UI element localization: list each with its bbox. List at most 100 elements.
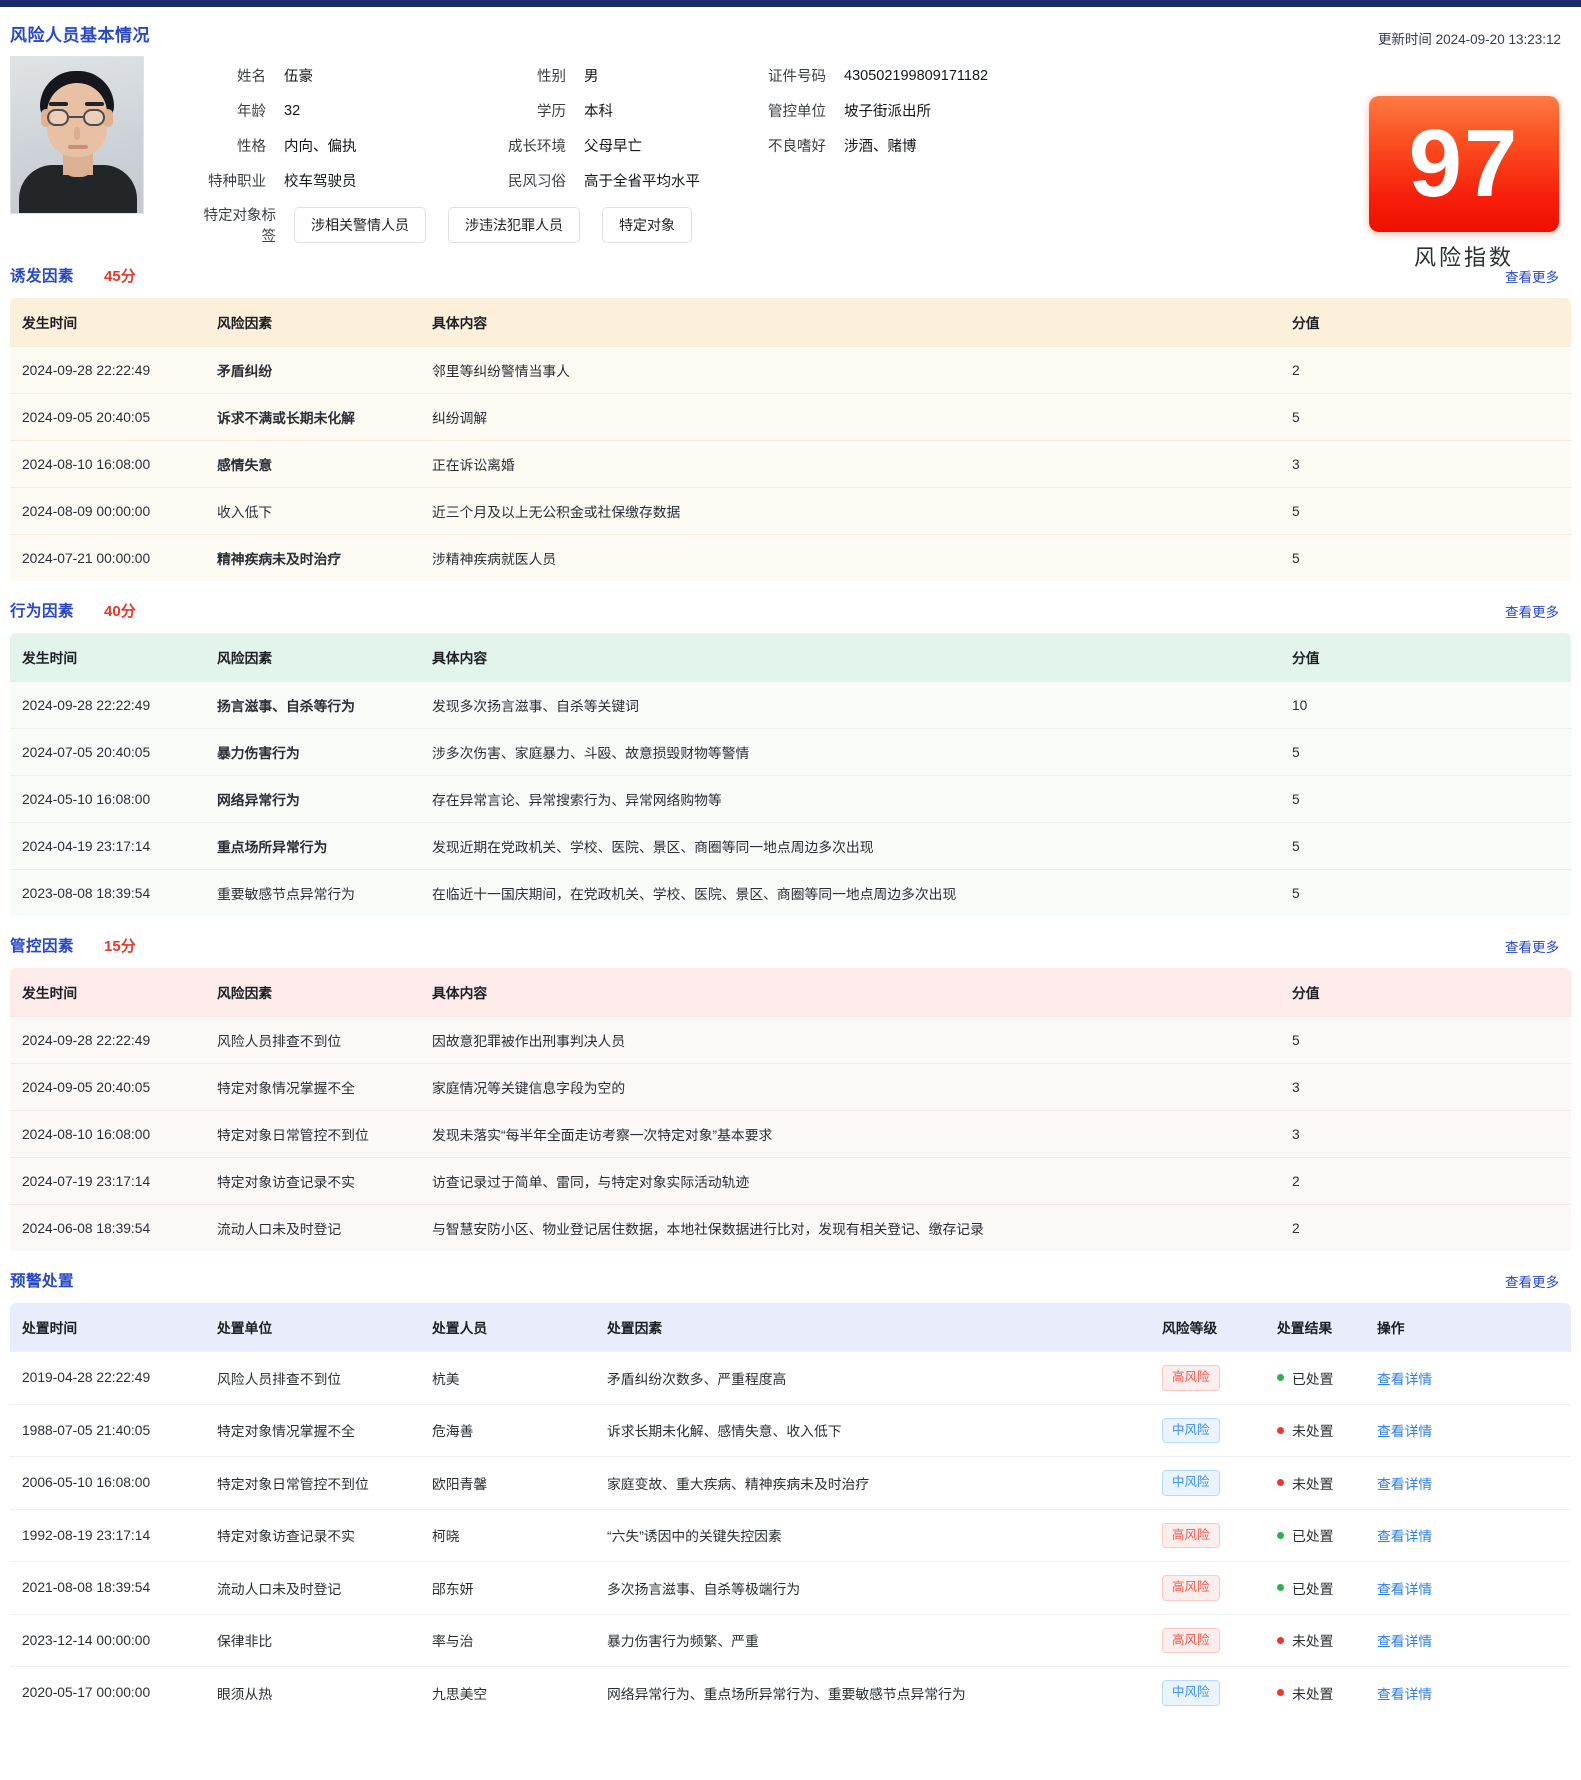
result-text: 已处置 [1292, 1371, 1334, 1387]
cell-time: 2021-08-08 18:39:54 [10, 1561, 205, 1614]
cell-content: 访查记录过于简单、雷同，与特定对象实际活动轨迹 [420, 1157, 1280, 1205]
cell-time: 2024-05-10 16:08:00 [10, 775, 205, 823]
table-header-row: 发生时间 风险因素 具体内容 分值 [10, 633, 1571, 682]
cell-score: 5 [1280, 1016, 1571, 1064]
profile-field: 性格 内向、偏执 [182, 128, 482, 163]
cell-time: 1992-08-19 23:17:14 [10, 1508, 205, 1562]
cell-person: 九思美空 [420, 1666, 595, 1719]
cell-factor: 特定对象日常管控不到位 [205, 1110, 420, 1158]
field-value: 父母早亡 [584, 139, 642, 155]
field-label: 民风习俗 [508, 174, 566, 190]
section-name: 预警处置 [10, 1273, 75, 1290]
view-detail-link[interactable]: 查看详情 [1377, 1634, 1433, 1650]
field-value: 男 [584, 69, 599, 85]
cell-time: 2019-04-28 22:22:49 [10, 1351, 205, 1404]
view-more-link[interactable]: 查看更多 [1505, 605, 1559, 620]
field-value: 32 [284, 102, 301, 119]
status-badge: 中风险 [1162, 1680, 1220, 1706]
col-action: 操作 [1365, 1303, 1571, 1352]
cell-result: 未处置 [1265, 1666, 1365, 1719]
cell-content: 正在诉讼离婚 [420, 440, 1280, 488]
profile-field: 特种职业 校车驾驶员 [182, 163, 482, 198]
cell-factor: 感情失意 [205, 440, 420, 488]
field-value: 坡子街派出所 [844, 104, 931, 120]
view-more-link[interactable]: 查看更多 [1505, 940, 1559, 955]
table-row: 2019-04-28 22:22:49 风险人员排查不到位 杭美 矛盾纠纷次数多… [10, 1351, 1571, 1404]
table-row: 2024-06-08 18:39:54 流动人口未及时登记 与智慧安防小区、物业… [10, 1204, 1571, 1251]
behavior-factors-table: 发生时间 风险因素 具体内容 分值 2024-09-28 22:22:49 扬言… [10, 633, 1571, 916]
view-more-link[interactable]: 查看更多 [1505, 270, 1559, 285]
cell-factor: 暴力伤害行为频繁、严重 [595, 1613, 1150, 1667]
cell-time: 2023-08-08 18:39:54 [10, 869, 205, 916]
alert-disposal-table: 处置时间 处置单位 处置人员 处置因素 风险等级 处置结果 操作 2019-04… [10, 1303, 1571, 1719]
cell-factor: 特定对象访查记录不实 [205, 1157, 420, 1205]
cell-result: 已处置 [1265, 1561, 1365, 1614]
table-row: 2024-08-09 00:00:00 收入低下 近三个月及以上无公积金或社保缴… [10, 487, 1571, 535]
view-detail-link[interactable]: 查看详情 [1377, 1581, 1433, 1597]
top-accent-bar [0, 0, 1581, 7]
field-label: 不良嗜好 [768, 139, 826, 155]
view-detail-link[interactable]: 查看详情 [1377, 1424, 1433, 1440]
cell-factor: 风险人员排查不到位 [205, 1016, 420, 1064]
profile-field: 管控单位 坡子街派出所 [742, 93, 1162, 128]
cell-content: 涉多次伤害、家庭暴力、斗殴、故意损毁财物等警情 [420, 728, 1280, 776]
cell-score: 5 [1280, 393, 1571, 441]
risk-score-value: 97 [1369, 96, 1559, 232]
result-text: 未处置 [1292, 1686, 1334, 1702]
field-label: 特种职业 [208, 174, 266, 190]
status-badge: 中风险 [1162, 1417, 1220, 1443]
tag-chip[interactable]: 涉违法犯罪人员 [448, 207, 580, 243]
cell-factor: 诉求不满或长期未化解 [205, 393, 420, 441]
cell-factor: 家庭变故、重大疾病、精神疾病未及时治疗 [595, 1456, 1150, 1509]
cell-content: 纠纷调解 [420, 393, 1280, 441]
col-disposal-result: 处置结果 [1265, 1303, 1365, 1352]
cell-score: 2 [1280, 1204, 1571, 1251]
cell-person: 杭美 [420, 1351, 595, 1404]
cell-result: 未处置 [1265, 1613, 1365, 1667]
profile-field: 姓名 伍豪 [182, 58, 482, 93]
table-row: 2006-05-10 16:08:00 特定对象日常管控不到位 欧阳青馨 家庭变… [10, 1456, 1571, 1509]
table-row: 1992-08-19 23:17:14 特定对象访查记录不实 柯晓 “六失”诱因… [10, 1508, 1571, 1562]
table-row: 2024-05-10 16:08:00 网络异常行为 存在异常言论、异常搜索行为… [10, 775, 1571, 823]
field-label: 性格 [237, 139, 266, 155]
cell-risk-level: 高风险 [1150, 1351, 1265, 1404]
cell-time: 2024-06-08 18:39:54 [10, 1204, 205, 1251]
table-row: 2024-09-05 20:40:05 特定对象情况掌握不全 家庭情况等关键信息… [10, 1063, 1571, 1111]
cell-action: 查看详情 [1365, 1403, 1571, 1457]
cell-score: 3 [1280, 440, 1571, 488]
tags-label: 特定对象标签 [203, 208, 277, 245]
col-disposal-time: 处置时间 [10, 1303, 205, 1352]
update-time: 更新时间 2024-09-20 13:23:12 [1378, 28, 1561, 48]
view-more-link[interactable]: 查看更多 [1505, 1275, 1559, 1290]
col-time: 发生时间 [10, 968, 205, 1017]
view-detail-link[interactable]: 查看详情 [1377, 1529, 1433, 1545]
tag-chip[interactable]: 特定对象 [602, 207, 692, 243]
cell-score: 5 [1280, 487, 1571, 535]
table-header-row: 发生时间 风险因素 具体内容 分值 [10, 968, 1571, 1017]
profile-field: 证件号码 430502199809171182 [742, 58, 1162, 93]
col-disposal-factor: 处置因素 [595, 1303, 1150, 1352]
cell-factor: 网络异常行为 [205, 775, 420, 823]
status-dot-icon [1277, 1374, 1284, 1382]
table-row: 2020-05-17 00:00:00 眼须从热 九思美空 网络异常行为、重点场… [10, 1666, 1571, 1719]
view-detail-link[interactable]: 查看详情 [1377, 1371, 1433, 1387]
tag-chip[interactable]: 涉相关警情人员 [294, 207, 426, 243]
view-detail-link[interactable]: 查看详情 [1377, 1686, 1433, 1702]
inducing-factors-table: 发生时间 风险因素 具体内容 分值 2024-09-28 22:22:49 矛盾… [10, 298, 1571, 581]
view-detail-link[interactable]: 查看详情 [1377, 1476, 1433, 1492]
table-row: 2023-08-08 18:39:54 重要敏感节点异常行为 在临近十一国庆期间… [10, 869, 1571, 916]
cell-content: 与智慧安防小区、物业登记居住数据，本地社保数据进行比对，发现有相关登记、缴存记录 [420, 1204, 1280, 1251]
result-text: 已处置 [1292, 1529, 1334, 1545]
profile-field: 不良嗜好 涉酒、赌博 [742, 128, 1162, 163]
status-badge: 高风险 [1162, 1627, 1220, 1653]
table-row: 2024-09-28 22:22:49 风险人员排查不到位 因故意犯罪被作出刑事… [10, 1016, 1571, 1064]
cell-person: 郘东妍 [420, 1561, 595, 1614]
avatar [10, 56, 144, 214]
cell-score: 2 [1280, 346, 1571, 394]
col-time: 发生时间 [10, 633, 205, 682]
cell-factor: 矛盾纠纷 [205, 346, 420, 394]
profile-field: 成长环境 父母早亡 [482, 128, 742, 163]
section-score: 15分 [104, 938, 136, 955]
cell-time: 2024-08-09 00:00:00 [10, 487, 205, 535]
profile-fields: 姓名 伍豪 性别 男 证件号码 430502199809171182 年龄 32 学历 本… [182, 52, 1162, 198]
